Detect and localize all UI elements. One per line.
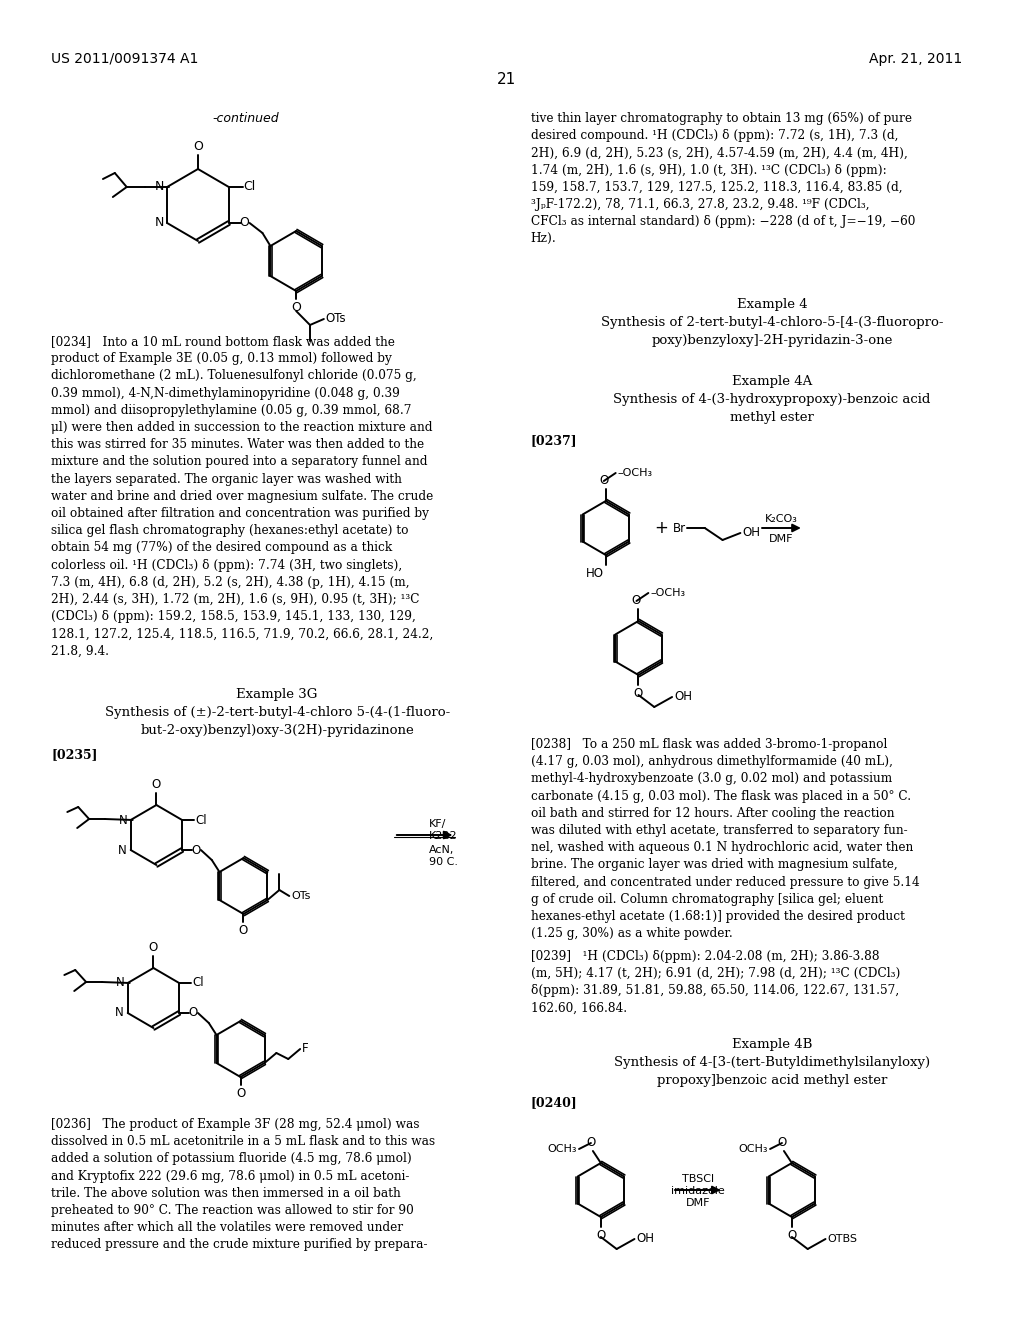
Text: O: O <box>777 1137 786 1148</box>
Text: +: + <box>654 519 668 537</box>
Text: O: O <box>632 594 641 607</box>
Text: poxy)benzyloxy]-2H-pyridazin-3-one: poxy)benzyloxy]-2H-pyridazin-3-one <box>651 334 893 347</box>
Text: -continued: -continued <box>213 112 280 125</box>
Text: imidazole: imidazole <box>671 1185 725 1196</box>
Text: Cl: Cl <box>193 977 204 990</box>
Text: O: O <box>152 777 161 791</box>
Text: [0237]: [0237] <box>530 434 578 447</box>
Text: OTs: OTs <box>291 891 310 902</box>
Text: TBSCl: TBSCl <box>682 1173 714 1184</box>
Text: N: N <box>116 977 125 990</box>
Text: Example 3G: Example 3G <box>237 688 317 701</box>
Text: N: N <box>115 1006 124 1019</box>
Text: O: O <box>191 843 201 857</box>
Text: OTs: OTs <box>326 313 346 326</box>
Text: 21: 21 <box>498 73 516 87</box>
Text: HO: HO <box>586 568 604 579</box>
Text: F: F <box>302 1043 309 1056</box>
Text: [0240]: [0240] <box>530 1096 578 1109</box>
Text: –OCH₃: –OCH₃ <box>650 587 685 598</box>
Text: N: N <box>119 813 128 826</box>
Text: OCH₃: OCH₃ <box>738 1144 768 1154</box>
Text: O: O <box>148 941 158 954</box>
Text: N: N <box>155 181 164 194</box>
Text: O: O <box>291 301 301 314</box>
Text: N: N <box>155 216 164 230</box>
Text: OCH₃: OCH₃ <box>548 1144 578 1154</box>
Text: [0235]: [0235] <box>51 748 98 762</box>
Text: methyl ester: methyl ester <box>730 411 814 424</box>
Text: Cl: Cl <box>244 181 256 194</box>
Text: Example 4B: Example 4B <box>732 1038 812 1051</box>
Text: O: O <box>188 1006 198 1019</box>
Text: OH: OH <box>674 690 692 704</box>
Text: N: N <box>118 843 127 857</box>
Text: Synthesis of (±)-2-tert-butyl-4-chloro 5-(4-(1-fluoro-: Synthesis of (±)-2-tert-butyl-4-chloro 5… <box>104 706 450 719</box>
Text: O: O <box>596 1229 605 1242</box>
Text: propoxy]benzoic acid methyl ester: propoxy]benzoic acid methyl ester <box>656 1074 887 1086</box>
Text: O: O <box>634 686 643 700</box>
Text: 90 C.: 90 C. <box>429 857 458 867</box>
Text: Br: Br <box>673 521 686 535</box>
Text: O: O <box>587 1137 596 1148</box>
Text: [0238]   To a 250 mL flask was added 3-bromo-1-propanol
(4.17 g, 0.03 mol), anhy: [0238] To a 250 mL flask was added 3-bro… <box>530 738 920 940</box>
Text: Example 4A: Example 4A <box>732 375 812 388</box>
Text: AcN,: AcN, <box>429 845 454 855</box>
Text: K222: K222 <box>429 832 458 841</box>
Text: [0239]   ¹H (CDCl₃) δ(ppm): 2.04-2.08 (m, 2H); 3.86-3.88
(m, 5H); 4.17 (t, 2H); : [0239] ¹H (CDCl₃) δ(ppm): 2.04-2.08 (m, … <box>530 950 900 1015</box>
Text: Example 4: Example 4 <box>736 298 807 312</box>
Text: US 2011/0091374 A1: US 2011/0091374 A1 <box>51 51 199 66</box>
Text: Synthesis of 4-(3-hydroxypropoxy)-benzoic acid: Synthesis of 4-(3-hydroxypropoxy)-benzoi… <box>613 393 931 407</box>
Text: –OCH₃: –OCH₃ <box>617 469 652 478</box>
Text: K₂CO₃: K₂CO₃ <box>765 513 798 524</box>
Text: O: O <box>599 474 608 487</box>
Text: O: O <box>787 1229 797 1242</box>
Text: DMF: DMF <box>769 535 794 544</box>
Text: DMF: DMF <box>686 1199 710 1208</box>
Text: OH: OH <box>637 1233 654 1246</box>
Text: O: O <box>240 216 250 230</box>
Text: O: O <box>236 1086 245 1100</box>
Text: OH: OH <box>742 527 761 540</box>
Text: [0236]   The product of Example 3F (28 mg, 52.4 μmol) was
dissolved in 0.5 mL ac: [0236] The product of Example 3F (28 mg,… <box>51 1118 435 1251</box>
Text: OTBS: OTBS <box>827 1234 857 1243</box>
Text: [0234]   Into a 10 mL round bottom flask was added the
product of Example 3E (0.: [0234] Into a 10 mL round bottom flask w… <box>51 335 434 657</box>
Text: Synthesis of 2-tert-butyl-4-chloro-5-[4-(3-fluoropro-: Synthesis of 2-tert-butyl-4-chloro-5-[4-… <box>601 315 943 329</box>
Text: O: O <box>194 140 203 153</box>
Text: KF/: KF/ <box>429 818 446 829</box>
Text: Synthesis of 4-[3-(tert-Butyldimethylsilanyloxy): Synthesis of 4-[3-(tert-Butyldimethylsil… <box>614 1056 930 1069</box>
Text: Cl: Cl <box>195 813 207 826</box>
Text: O: O <box>239 924 248 937</box>
Text: Apr. 21, 2011: Apr. 21, 2011 <box>868 51 963 66</box>
Text: tive thin layer chromatography to obtain 13 mg (65%) of pure
desired compound. ¹: tive thin layer chromatography to obtain… <box>530 112 914 246</box>
Text: but-2-oxy)benzyl)oxy-3(2H)-pyridazinone: but-2-oxy)benzyl)oxy-3(2H)-pyridazinone <box>140 723 414 737</box>
